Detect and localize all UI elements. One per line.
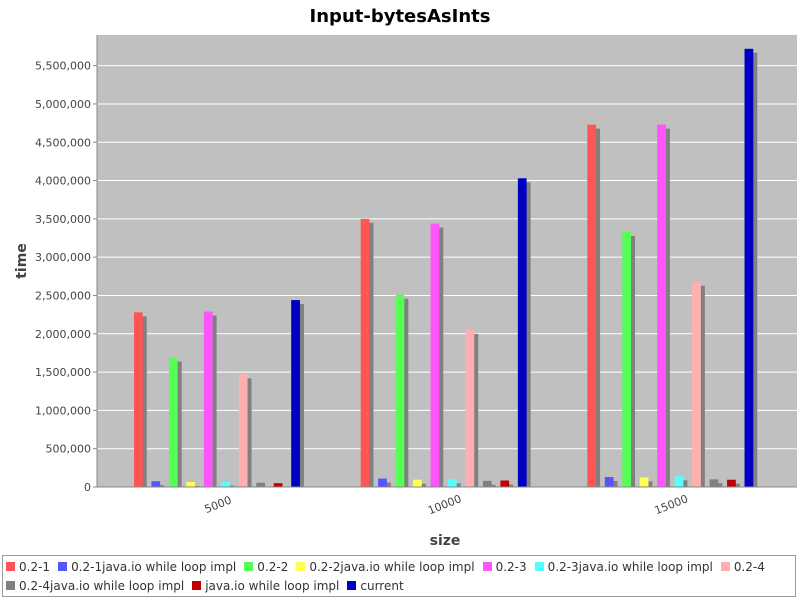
legend-label: 0.2-2 xyxy=(257,559,289,574)
y-tick-label: 1,000,000 xyxy=(35,404,91,417)
legend-item: 0.2-1 xyxy=(6,557,50,576)
x-tick-label: 10000 xyxy=(426,492,463,517)
legend-label: 0.2-4java.io while loop impl xyxy=(19,578,185,593)
legend-item: java.io while loop impl xyxy=(192,576,339,595)
bar xyxy=(587,124,597,487)
bar xyxy=(465,329,475,487)
x-axis-label: size xyxy=(430,533,461,549)
bar xyxy=(500,480,510,487)
legend-item: 0.2-3 xyxy=(482,557,527,576)
y-tick-label: 500,000 xyxy=(46,443,92,456)
chart-title: Input-bytesAsInts xyxy=(310,6,491,27)
bar xyxy=(727,479,736,487)
legend-label: current xyxy=(360,578,404,593)
bar xyxy=(273,483,283,487)
legend-item: 0.2-4java.io while loop impl xyxy=(6,576,184,595)
legend-item: 0.2-4 xyxy=(720,557,765,576)
legend-swatch xyxy=(482,562,492,571)
bar xyxy=(413,479,422,487)
legend-item: 0.2-3java.io while loop impl xyxy=(534,557,713,576)
legend-label: 0.2-2java.io while loop impl xyxy=(309,559,475,574)
legend-swatch xyxy=(347,581,357,590)
legend-label: java.io while loop impl xyxy=(205,578,340,593)
bars xyxy=(134,48,758,488)
legend-swatch xyxy=(6,581,15,590)
bar xyxy=(517,178,527,487)
legend-item: 0.2-2 xyxy=(244,557,288,576)
y-tick-label: 4,000,000 xyxy=(35,175,91,188)
bar xyxy=(709,479,719,487)
x-tick-label: 15000 xyxy=(653,492,690,517)
bar xyxy=(448,479,457,487)
bar xyxy=(622,231,631,487)
legend-swatch xyxy=(720,562,730,571)
bar xyxy=(291,300,300,487)
y-tick-label: 3,000,000 xyxy=(35,251,91,264)
bar xyxy=(430,223,440,488)
legend-swatch xyxy=(6,562,15,571)
bar xyxy=(657,124,666,487)
chart: Input-bytesAsInts 0 500,000 1,000,000 1,500… xyxy=(14,6,797,549)
y-tick-label: 5,500,000 xyxy=(35,60,91,73)
legend-item: current xyxy=(347,576,404,595)
y-tick-label: 2,500,000 xyxy=(35,289,91,302)
legend-label: 0.2-3 xyxy=(495,559,527,574)
legend-label: 0.2-3java.io while loop impl xyxy=(547,559,713,574)
y-tick-label: 1,500,000 xyxy=(35,366,91,379)
bar xyxy=(151,481,161,487)
y-tick-label: 4,500,000 xyxy=(35,136,91,149)
bar xyxy=(395,294,405,487)
bar xyxy=(482,480,492,487)
legend-label: 0.2-1java.io while loop impl xyxy=(71,559,237,574)
legend-swatch xyxy=(534,562,544,571)
bar xyxy=(221,481,231,487)
y-tick-label: 3,500,000 xyxy=(35,213,91,226)
bar xyxy=(360,218,370,487)
legend: 0.2-1 0.2-1java.io while loop impl 0.2-2 0.… xyxy=(2,555,796,597)
x-axis: 5000 10000 15000 xyxy=(97,486,797,517)
x-tick-label: 5000 xyxy=(203,493,234,516)
legend-label: 0.2-4 xyxy=(733,559,765,574)
y-axis-label: time xyxy=(14,243,30,279)
bar xyxy=(378,478,387,487)
plot-area xyxy=(97,35,797,487)
legend-label: 0.2-1 xyxy=(19,559,51,574)
legend-swatch xyxy=(58,562,68,571)
bar xyxy=(238,374,248,487)
y-tick-label: 5,000,000 xyxy=(35,98,91,111)
y-tick-label: 0 xyxy=(84,481,91,494)
y-axis: 0 500,000 1,000,000 1,500,000 2,000,000 2,500… xyxy=(35,35,98,494)
bar xyxy=(256,482,265,487)
bar xyxy=(674,476,684,487)
bar xyxy=(639,477,649,487)
legend-swatch xyxy=(192,581,202,590)
legend-item: 0.2-2java.io while loop impl xyxy=(296,557,475,576)
bar xyxy=(168,357,178,487)
bar xyxy=(134,312,143,487)
legend-swatch xyxy=(296,562,306,571)
bar xyxy=(186,482,196,487)
bar xyxy=(203,311,213,487)
legend-swatch xyxy=(244,562,254,571)
legend-item: 0.2-1java.io while loop impl xyxy=(58,557,236,576)
bar xyxy=(604,477,614,487)
bar xyxy=(744,48,754,488)
y-tick-label: 2,000,000 xyxy=(35,328,91,341)
bar xyxy=(692,281,701,487)
